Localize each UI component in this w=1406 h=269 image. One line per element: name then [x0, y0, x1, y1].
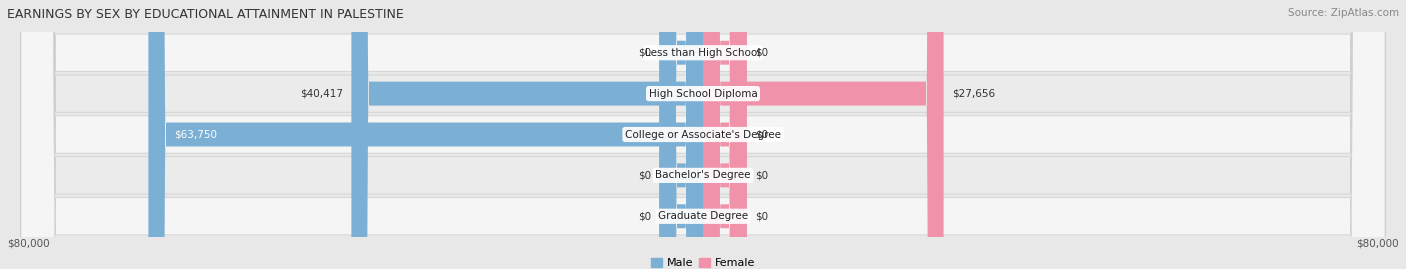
FancyBboxPatch shape [703, 0, 943, 269]
Text: $63,750: $63,750 [174, 129, 218, 140]
Text: $0: $0 [638, 48, 651, 58]
FancyBboxPatch shape [21, 0, 1385, 269]
FancyBboxPatch shape [21, 0, 1385, 269]
FancyBboxPatch shape [21, 0, 1385, 269]
FancyBboxPatch shape [659, 0, 703, 269]
FancyBboxPatch shape [352, 0, 703, 269]
Text: EARNINGS BY SEX BY EDUCATIONAL ATTAINMENT IN PALESTINE: EARNINGS BY SEX BY EDUCATIONAL ATTAINMEN… [7, 8, 404, 21]
Text: $0: $0 [755, 211, 768, 221]
FancyBboxPatch shape [703, 0, 747, 269]
Text: Source: ZipAtlas.com: Source: ZipAtlas.com [1288, 8, 1399, 18]
Text: High School Diploma: High School Diploma [648, 89, 758, 99]
Text: Graduate Degree: Graduate Degree [658, 211, 748, 221]
Text: $0: $0 [755, 48, 768, 58]
FancyBboxPatch shape [703, 0, 747, 269]
Text: Less than High School: Less than High School [645, 48, 761, 58]
Text: $80,000: $80,000 [1357, 239, 1399, 249]
Text: $40,417: $40,417 [299, 89, 343, 99]
FancyBboxPatch shape [21, 0, 1385, 269]
Text: $27,656: $27,656 [952, 89, 995, 99]
FancyBboxPatch shape [703, 0, 747, 269]
Text: Bachelor's Degree: Bachelor's Degree [655, 170, 751, 180]
Text: $0: $0 [755, 129, 768, 140]
FancyBboxPatch shape [703, 0, 747, 269]
FancyBboxPatch shape [149, 0, 703, 269]
Text: $80,000: $80,000 [7, 239, 49, 249]
FancyBboxPatch shape [659, 0, 703, 269]
FancyBboxPatch shape [659, 0, 703, 269]
Text: $0: $0 [638, 170, 651, 180]
Text: College or Associate's Degree: College or Associate's Degree [626, 129, 780, 140]
Text: $0: $0 [638, 211, 651, 221]
Text: $0: $0 [755, 170, 768, 180]
FancyBboxPatch shape [21, 0, 1385, 269]
Legend: Male, Female: Male, Female [651, 257, 755, 268]
